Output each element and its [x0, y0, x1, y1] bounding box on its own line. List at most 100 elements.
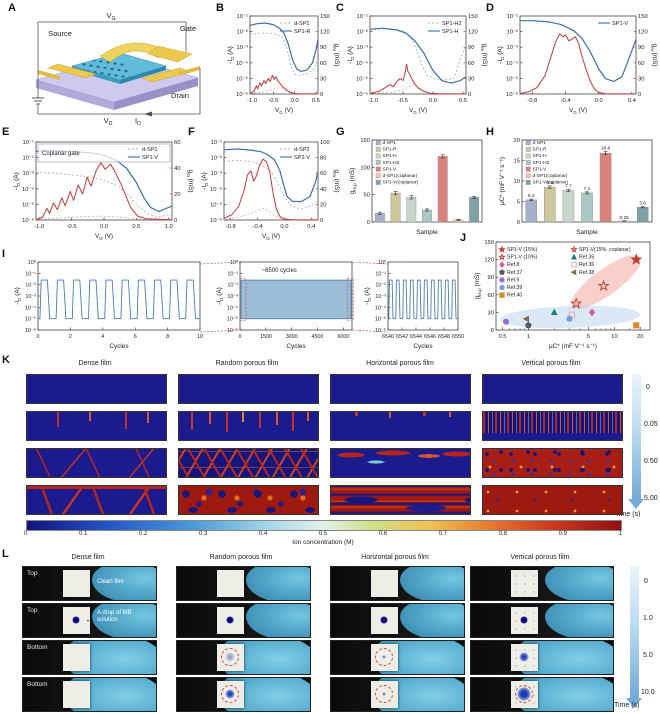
curve-gm-d-SP2 — [223, 207, 319, 221]
legend-label: Ref.8 — [507, 262, 520, 268]
cbar-tick: 0.8 — [498, 531, 507, 537]
photo-side-label: Top — [27, 607, 38, 614]
y-right-axis-label: gm (mS) — [332, 170, 340, 193]
legend-swatch — [525, 166, 531, 172]
axis-text: 10⁻⁶ — [506, 91, 519, 98]
axis-text: 10⁻⁵ — [506, 75, 519, 82]
panel-letter-b: B — [216, 2, 224, 14]
axis-text: 6000 — [337, 334, 349, 340]
axis-text: 10⁻¹ — [211, 140, 223, 146]
axis-text: 0.0 — [595, 98, 603, 104]
photo-side-label: Bottom — [27, 644, 48, 651]
point-Ref.6 — [503, 318, 510, 325]
legend-label: SP1-H — [383, 153, 398, 159]
axis-text: -0.8 — [527, 98, 537, 104]
pore — [124, 70, 128, 73]
blue-glove — [246, 567, 310, 600]
l-time-axis-label: Time (s) — [614, 702, 640, 709]
axis-text: 90 — [320, 45, 326, 51]
x-axis-label: VG (V) — [262, 233, 280, 241]
legend-marker — [570, 245, 578, 253]
legend-label: d-SP1(coplanar) — [533, 173, 568, 179]
panel-j-benchmark-scatter: 0 30 60 90 120 150 0.5 1 5 10 20 μC* (mF V⁻¹ s⁻¹) gm… — [474, 240, 651, 350]
axis-text: 10⁻⁶ — [210, 217, 223, 224]
bar-value-label: 0.25 — [619, 215, 629, 221]
mb-dot — [72, 616, 80, 624]
axis-text: 10⁻³ — [357, 45, 369, 51]
panel-e-transfer-chart: 10⁻¹ 10⁻² 10⁻³ 10⁻⁴ 10⁻⁵ 10⁻⁶ 0 20 40 60 -1.0 -0.5 0… — [13, 140, 194, 241]
axis-text: -1.0 — [34, 224, 44, 230]
axis-text: 150 — [360, 138, 370, 144]
axis-text: 8 — [166, 334, 169, 340]
axis-text: 10⁻² — [227, 283, 238, 289]
plot-frame — [495, 241, 651, 331]
k-sim-cell-speckle-red — [482, 448, 623, 478]
cbar-tick: 0.4 — [258, 531, 268, 537]
l-header-random: Random porous film — [209, 554, 273, 561]
substrate-side-front — [36, 80, 114, 110]
axis-text: -0.5 — [398, 98, 408, 104]
axis-text: 0.5 — [498, 334, 506, 340]
blue-glove — [400, 567, 464, 600]
pore — [82, 63, 86, 66]
film-sample — [511, 570, 538, 597]
axis-text: 40 — [320, 187, 326, 193]
axis-text: 10⁻¹ — [507, 14, 519, 20]
curve-gm-SP1-R — [249, 74, 319, 95]
id-label: ID — [135, 116, 141, 127]
axis-text: 10⁰ — [230, 260, 238, 266]
y-right-axis-label: gm (mS) — [186, 170, 194, 193]
legend-swatch — [375, 166, 381, 172]
y-axis-label: gm,p (mS) — [349, 168, 357, 195]
source-label: Source — [48, 29, 72, 38]
axis-text: 10⁻¹ — [23, 140, 35, 146]
axis-text: 90 — [488, 275, 494, 281]
axis-text: 80 — [320, 156, 326, 162]
l-photo-cell — [470, 603, 614, 638]
vg-label: VG — [106, 11, 115, 22]
legend-swatch — [375, 173, 381, 179]
curve-SP1-H2 — [369, 28, 467, 81]
axis-text: 10⁻⁶ — [227, 328, 238, 334]
panel-letter-l: L — [2, 548, 9, 560]
drain-arm — [178, 66, 200, 76]
axis-text: 10⁻⁴ — [236, 60, 249, 67]
axis-text: 10 — [197, 334, 203, 340]
axis-text: 10⁻² — [237, 30, 249, 36]
k-time-0: 0 — [646, 384, 650, 391]
y-axis-label: -ID (A) — [364, 287, 372, 304]
axis-text: 0.0 — [429, 98, 437, 104]
axis-text: 100 — [320, 140, 330, 146]
l-time-1: 1.0 — [643, 615, 653, 622]
pore — [103, 66, 107, 69]
legend-label: d-SP1 — [533, 140, 547, 146]
legend-label: SP1-R — [533, 147, 548, 153]
coplanar-gate-note: Coplanar gate — [42, 151, 80, 157]
axis-text: 10⁻⁴ — [506, 60, 519, 67]
legend-label: Ref.37 — [507, 270, 522, 276]
axis-text: 4 — [101, 334, 104, 340]
plot-frame — [249, 15, 319, 95]
legend-marker — [499, 284, 505, 291]
l-time-3: 10.0 — [641, 689, 655, 696]
drain-label: Drain — [171, 91, 189, 100]
legend-swatch — [525, 140, 531, 146]
highlight-ellipse — [571, 255, 641, 309]
axis-text: 0 — [468, 92, 471, 98]
l-photo-cell — [176, 677, 311, 712]
legend-label: SP1-V(coplanar) — [533, 180, 569, 186]
axis-text: 10⁻² — [375, 283, 386, 289]
cbar-tick: 0.1 — [78, 531, 88, 537]
pore — [100, 72, 104, 75]
k-sim-cell-streaks-some — [178, 411, 319, 441]
axis-text: 10⁻¹ — [237, 14, 249, 20]
x-axis-label: VG (V) — [569, 107, 587, 115]
y-axis-label: -ID (A) — [497, 46, 505, 63]
legend-marker — [498, 252, 506, 261]
film-sample — [63, 644, 90, 671]
blue-glove — [92, 604, 156, 637]
axis-text: 20 — [637, 334, 643, 340]
l-photo-cell — [330, 566, 465, 601]
axis-text: 10⁻⁶ — [356, 91, 369, 98]
